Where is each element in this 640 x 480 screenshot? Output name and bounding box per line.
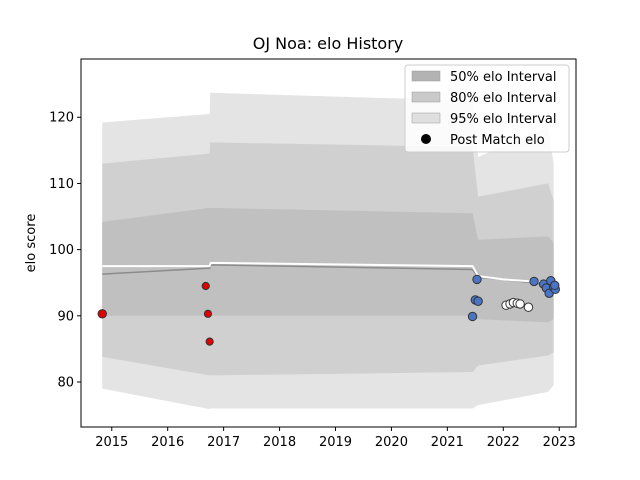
post-match-point-blue — [473, 296, 483, 306]
x-tick-label: 2020 — [375, 435, 408, 450]
post-match-point-blue — [529, 276, 539, 287]
legend-swatch — [411, 70, 441, 82]
y-tick-label: 110 — [49, 177, 74, 192]
legend-label: 50% elo Interval — [450, 70, 557, 85]
legend-label: 95% elo Interval — [450, 112, 557, 127]
legend-label: 80% elo Interval — [450, 91, 557, 106]
chart-title: OJ Noa: elo History — [253, 34, 404, 53]
post-match-point-white — [523, 302, 534, 312]
x-tick-label: 2017 — [207, 435, 240, 450]
legend-swatch — [411, 112, 441, 124]
x-tick-label: 2016 — [151, 435, 184, 450]
plot-inner — [102, 92, 554, 410]
y-tick-label: 80 — [57, 375, 74, 390]
y-tick-label: 90 — [57, 309, 74, 324]
legend-box — [404, 64, 570, 153]
x-tick-label: 2022 — [487, 435, 520, 450]
plot-area — [97, 92, 561, 410]
legend-label: Post Match elo — [450, 133, 545, 148]
legend-swatch — [411, 91, 441, 103]
legend-marker — [421, 134, 431, 144]
post-match-point-blue — [467, 311, 478, 322]
post-match-point-blue — [550, 280, 560, 291]
x-tick-label: 2023 — [543, 435, 576, 450]
legend: 50% elo Interval 80% elo Interval 95% elo … — [404, 64, 570, 153]
post-match-point-white — [515, 299, 525, 309]
x-tick-label: 2015 — [95, 435, 128, 450]
post-match-point-blue — [472, 274, 482, 285]
post-match-point-red — [97, 309, 107, 319]
x-tick-label: 2021 — [431, 435, 464, 450]
x-tick-label: 2019 — [319, 435, 352, 450]
elo-estimate-line — [102, 261, 554, 284]
y-axis-label: elo score — [24, 214, 39, 273]
y-tick-label: 100 — [49, 243, 74, 258]
post-match-point-red — [205, 337, 214, 346]
axes-frame — [80, 58, 577, 428]
x-tick-label: 2018 — [263, 435, 296, 450]
axes: 2015 2016 2017 2018 2019 2020 2021 2022 2023 80 90… — [49, 58, 577, 450]
y-tick-label: 120 — [49, 111, 74, 126]
post-match-point-red — [203, 309, 213, 318]
post-match-point-red — [201, 281, 210, 291]
mean-elo-line — [102, 264, 554, 287]
